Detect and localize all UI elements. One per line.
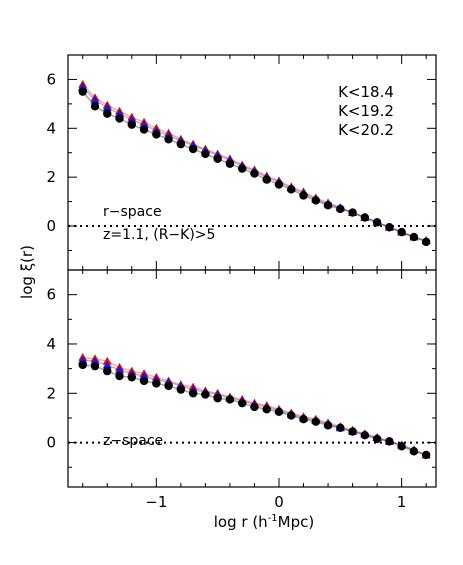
data-point xyxy=(397,227,406,237)
data-point xyxy=(409,447,419,456)
data-point xyxy=(188,389,198,398)
data-point xyxy=(397,442,406,451)
data-point xyxy=(103,109,112,118)
data-point xyxy=(421,450,431,460)
y-tick-label: 4 xyxy=(46,335,56,353)
data-point xyxy=(323,421,333,430)
annotation-space: z−space xyxy=(103,433,163,449)
data-point xyxy=(336,204,345,214)
data-point xyxy=(115,371,124,381)
data-point xyxy=(262,175,271,184)
data-point xyxy=(201,390,210,399)
data-point xyxy=(176,385,186,394)
legend-entry: K<20.2 xyxy=(338,121,394,139)
data-point xyxy=(360,213,370,222)
panel-top: 0 2 4 6 r−space z=1.1, (R−K)>5 K<18.4K<19.2K<2… xyxy=(46,54,437,271)
data-point xyxy=(225,159,235,168)
x-tick-label: 1 xyxy=(397,493,407,511)
data-point xyxy=(164,381,173,391)
data-point xyxy=(421,237,431,247)
x-tick-label: −1 xyxy=(145,493,167,511)
data-point xyxy=(237,398,247,408)
x-axis-label-tail: Mpc) xyxy=(278,513,315,531)
data-point xyxy=(127,120,136,129)
data-point xyxy=(103,366,112,376)
data-point xyxy=(115,114,124,123)
annotation-selection: z=1.1, (R−K)>5 xyxy=(103,227,215,243)
data-point xyxy=(225,395,235,404)
data-point xyxy=(139,376,149,386)
y-tick-label: 4 xyxy=(46,119,56,137)
data-point xyxy=(311,196,320,205)
data-point xyxy=(385,437,394,446)
data-point xyxy=(164,135,173,144)
data-point xyxy=(152,130,161,139)
y-tick-label: 0 xyxy=(46,217,56,235)
x-tick-label: 0 xyxy=(274,493,284,511)
data-point xyxy=(127,373,136,382)
data-point xyxy=(311,417,320,426)
data-point xyxy=(348,208,357,217)
data-point xyxy=(213,394,222,403)
x-axis-label: log r (h-1Mpc) xyxy=(214,513,314,531)
data-point xyxy=(250,169,259,178)
data-point xyxy=(385,223,394,232)
data-point xyxy=(237,164,247,173)
data-point xyxy=(262,405,271,414)
data-point xyxy=(348,427,357,436)
data-point xyxy=(176,139,186,149)
data-point xyxy=(274,407,284,416)
data-point xyxy=(90,95,100,104)
data-point xyxy=(201,149,210,159)
data-point xyxy=(250,402,259,412)
annotation-space: r−space xyxy=(103,204,162,220)
data-point xyxy=(299,414,308,424)
data-point xyxy=(287,185,296,194)
panel-bottom: 0 2 4 6 −1 0 1 z−space xyxy=(46,269,437,511)
legend-entry: K<18.4 xyxy=(338,83,394,101)
y-axis-label: log ξ(r) xyxy=(18,245,36,299)
legend-entry: K<19.2 xyxy=(338,102,394,120)
data-point xyxy=(372,434,382,444)
data-point xyxy=(299,191,308,200)
x-axis-label-superscript: -1 xyxy=(268,513,278,524)
y-tick-label: 2 xyxy=(46,384,56,402)
data-point xyxy=(139,125,149,134)
data-point xyxy=(336,423,345,433)
data-point xyxy=(213,154,222,164)
data-point xyxy=(274,180,284,189)
data-point xyxy=(287,411,296,420)
data-point xyxy=(90,361,100,371)
data-point xyxy=(409,232,419,242)
data-point xyxy=(372,218,382,227)
data-point xyxy=(115,365,125,374)
data-point xyxy=(102,360,112,369)
data-point xyxy=(78,360,87,370)
plot-frame xyxy=(67,269,437,488)
x-axis-label-main: log r (h xyxy=(214,513,268,531)
data-point xyxy=(152,379,161,388)
y-tick-label: 0 xyxy=(46,434,56,452)
data-point xyxy=(323,201,333,210)
y-tick-label: 6 xyxy=(46,286,56,304)
data-point xyxy=(188,144,198,154)
y-tick-label: 6 xyxy=(46,70,56,88)
data-point xyxy=(360,431,370,440)
data-point xyxy=(102,103,112,111)
data-point xyxy=(90,102,100,111)
data-point xyxy=(78,87,87,96)
y-tick-label: 2 xyxy=(46,168,56,186)
